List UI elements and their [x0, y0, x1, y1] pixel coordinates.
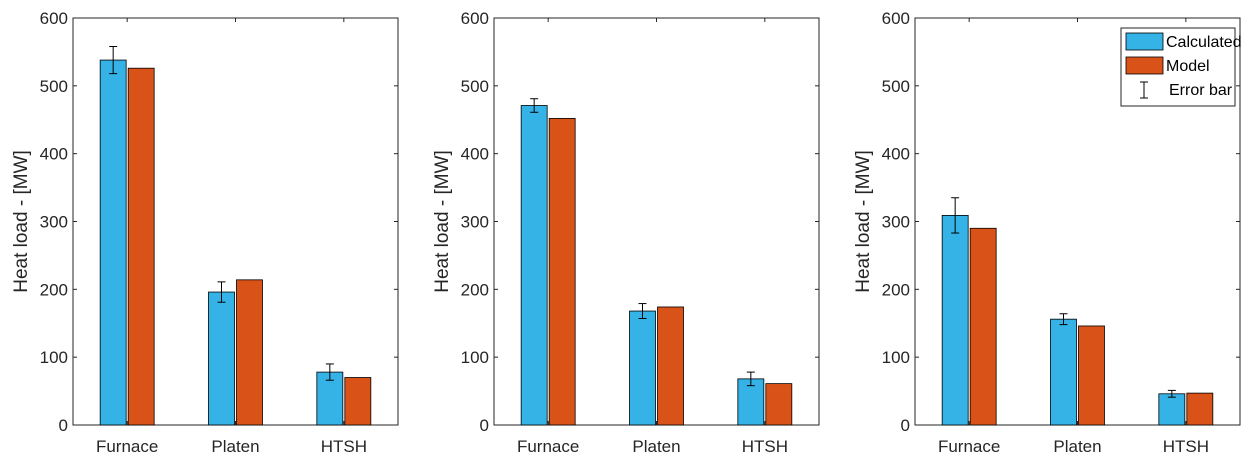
x-tick-label-htsh: HTSH: [1163, 437, 1209, 456]
y-tick-label: 600: [40, 9, 68, 28]
error-bar-platen: [638, 303, 647, 320]
y-axis-label: Heat load - [MW]: [432, 150, 453, 293]
bar-calculated-furnace: [941, 214, 969, 426]
bar-calculated-htsh: [316, 371, 344, 426]
axes-box: [72, 17, 399, 426]
y-tick-label: 400: [882, 145, 910, 164]
bar-model-htsh: [1186, 392, 1214, 426]
error-bar-htsh: [325, 363, 334, 381]
y-tick-label: 100: [40, 348, 68, 367]
x-tick-label-furnace: Furnace: [96, 437, 158, 456]
bar-calculated-platen: [629, 310, 656, 426]
bar-model-platen: [657, 306, 684, 426]
x-tick-label-htsh: HTSH: [321, 437, 367, 456]
error-bar-furnace: [951, 197, 960, 234]
y-axis-label: Heat load - [MW]: [853, 150, 874, 293]
error-bar-htsh: [1167, 389, 1176, 398]
y-tick-label: 500: [882, 77, 910, 96]
y-tick-label: 100: [882, 348, 910, 367]
chart-panel-3: 0 100 200 300 400 500 600 Furnace Platen HTSH Heat…: [853, 9, 1242, 456]
y-tick-label: 500: [40, 77, 68, 96]
axes-box: [493, 17, 820, 426]
x-tick-label-htsh: HTSH: [742, 437, 788, 456]
y-tick-label: 200: [882, 280, 910, 299]
bar-model-platen: [1078, 325, 1105, 426]
error-bar-platen: [1059, 313, 1068, 326]
legend-label: Error bar: [1169, 82, 1233, 99]
legend-entry-calculated: Calculated: [1125, 32, 1242, 51]
bar-calculated-furnace: [520, 105, 548, 426]
error-bar-furnace: [530, 98, 539, 113]
y-tick-label: 600: [882, 9, 910, 28]
y-tick-label: 0: [901, 416, 910, 435]
bar-model-furnace: [969, 227, 997, 426]
chart-panel-2: 0 100 200 300 400 500 600 Furnace Platen HTSH Heat…: [432, 9, 820, 456]
chart-panel-1: 0 100 200 300 400 500 600 Furnace Platen HTSH Heat…: [11, 9, 399, 456]
y-tick-label: 300: [461, 213, 489, 232]
y-tick-label: 400: [40, 145, 68, 164]
bar-calculated-platen: [1050, 318, 1077, 426]
legend-swatch: [1125, 32, 1164, 51]
x-tick-label-furnace: Furnace: [517, 437, 579, 456]
error-bar-htsh: [746, 371, 755, 387]
y-tick-label: 600: [461, 9, 489, 28]
y-tick-label: 100: [461, 348, 489, 367]
bar-model-htsh: [344, 377, 372, 426]
y-tick-label: 400: [461, 145, 489, 164]
y-tick-label: 300: [882, 213, 910, 232]
legend: Calculated Model Error bar: [1120, 27, 1242, 107]
y-axis-label: Heat load - [MW]: [11, 150, 32, 293]
legend-swatch: [1125, 56, 1164, 75]
x-tick-label-platen: Platen: [211, 437, 259, 456]
y-tick-label: 300: [40, 213, 68, 232]
bar-calculated-furnace: [99, 59, 127, 426]
x-tick-label-platen: Platen: [632, 437, 680, 456]
error-bar-furnace: [109, 45, 118, 75]
bar-calculated-htsh: [1158, 393, 1186, 426]
y-tick-label: 500: [461, 77, 489, 96]
y-tick-label: 0: [480, 416, 489, 435]
x-tick-label-platen: Platen: [1053, 437, 1101, 456]
legend-entry-model: Model: [1125, 56, 1210, 75]
bar-model-htsh: [765, 383, 793, 426]
error-bar-platen: [217, 281, 226, 303]
y-tick-label: 200: [40, 280, 68, 299]
legend-entry-error-bar: Error bar: [1140, 81, 1233, 99]
legend-label: Model: [1166, 58, 1210, 75]
bar-calculated-platen: [208, 291, 235, 426]
x-tick-label-furnace: Furnace: [938, 437, 1000, 456]
bar-model-platen: [236, 279, 263, 426]
legend-label: Calculated: [1166, 34, 1242, 51]
bar-model-furnace: [127, 67, 155, 426]
bar-calculated-htsh: [737, 378, 765, 426]
y-tick-label: 0: [59, 416, 68, 435]
y-tick-label: 200: [461, 280, 489, 299]
bar-model-furnace: [548, 117, 576, 426]
